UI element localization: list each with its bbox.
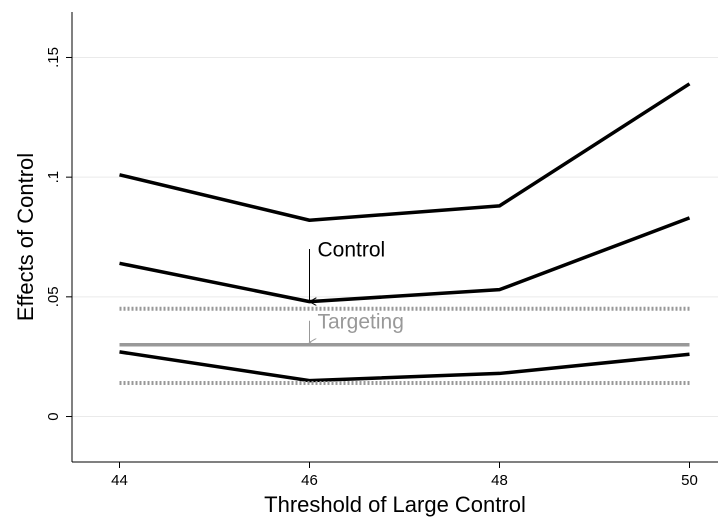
x-tick-label: 50	[681, 472, 698, 489]
line-series	[119, 350, 690, 383]
y-axis-title: Effects of Control	[13, 153, 38, 321]
annotation-label: Control	[318, 239, 386, 262]
annotation-label: Targeting	[318, 310, 404, 333]
y-tick-label: .1	[45, 171, 62, 184]
x-axis-title: Threshold of Large Control	[264, 492, 526, 517]
x-tick-label: 46	[301, 472, 318, 489]
x-tick-label: 48	[491, 472, 508, 489]
x-tick-label: 44	[111, 472, 128, 489]
line-series	[119, 82, 691, 222]
y-tick-label: 0	[45, 412, 62, 420]
y-tick-label: .05	[45, 286, 62, 307]
y-tick-label: .15	[45, 47, 62, 68]
line-series	[119, 216, 691, 304]
